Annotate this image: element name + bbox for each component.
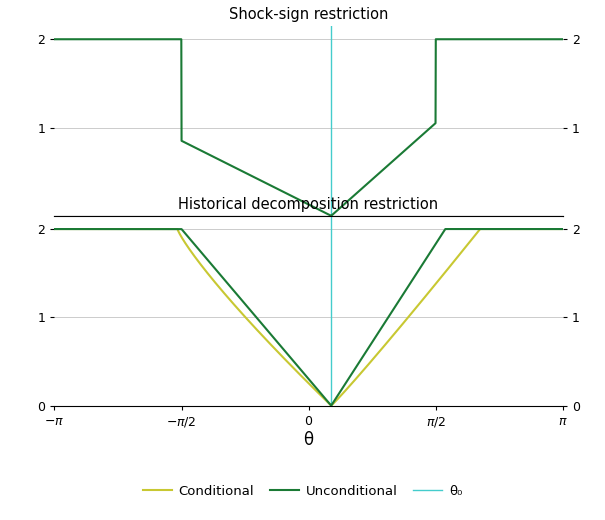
Unconditional [544, 226, 552, 232]
Legend: Conditional, Unconditional, θ₀: Conditional, Unconditional, θ₀ [137, 479, 468, 503]
Conditional [559, 226, 566, 232]
Conditional [284, 359, 292, 366]
Unconditional [451, 226, 459, 232]
Title: Shock-sign restriction: Shock-sign restriction [229, 7, 388, 22]
Conditional [328, 402, 335, 409]
Conditional [298, 373, 305, 379]
Unconditional [544, 226, 552, 232]
Unconditional [298, 368, 305, 374]
θ₀ [327, 402, 335, 409]
Line: Unconditional: Unconditional [54, 229, 563, 406]
Conditional [451, 257, 459, 264]
X-axis label: θ: θ [304, 432, 313, 449]
Unconditional [77, 226, 84, 232]
Conditional [544, 226, 552, 232]
Unconditional [559, 226, 566, 232]
Unconditional [328, 402, 335, 409]
θ₀ [327, 314, 335, 320]
Unconditional [51, 226, 58, 232]
Line: Conditional: Conditional [54, 229, 563, 406]
Unconditional [284, 352, 292, 358]
Conditional [51, 226, 58, 232]
Title: Historical decomposition restriction: Historical decomposition restriction [178, 197, 439, 212]
Conditional [544, 226, 552, 232]
Conditional [77, 226, 84, 232]
